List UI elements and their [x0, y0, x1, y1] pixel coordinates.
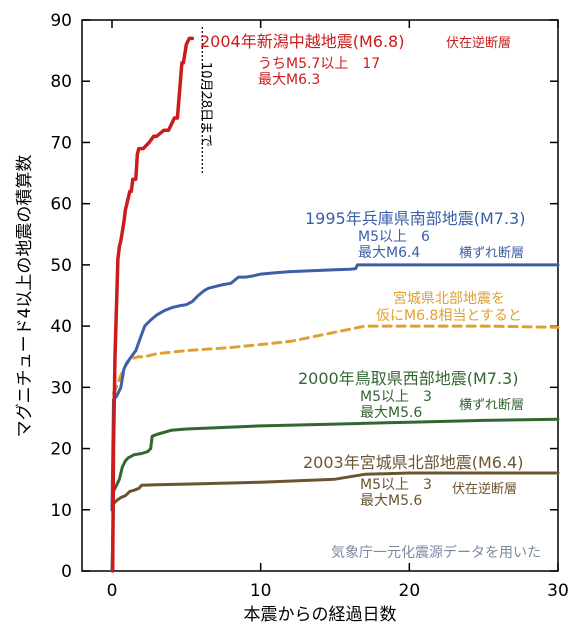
- series-line-1: [110, 263, 560, 512]
- y-tick-label: 80: [50, 72, 72, 92]
- x-axis-title: 本震からの経過日数: [244, 605, 397, 625]
- miyagi-max: 最大M5.6: [360, 493, 422, 509]
- miyagi-count: M5以上 3: [360, 477, 432, 493]
- niigata-fault-type: 伏在逆断層: [446, 35, 511, 51]
- axis-ticks: 0 10 20 30 40 50 60 70 80 90 0 10 20 30: [50, 11, 568, 601]
- y-tick-label: 40: [50, 317, 72, 337]
- y-tick-label: 90: [50, 11, 72, 31]
- hyogo-fault-type: 横ずれ断層: [459, 246, 524, 261]
- miyagi-fault-type: 伏在逆断層: [452, 481, 517, 497]
- x-tick-label: 0: [107, 581, 118, 601]
- tottori-fault-type: 横ずれ断層: [459, 398, 524, 413]
- y-tick-label: 50: [50, 256, 72, 276]
- y-tick-label: 30: [50, 378, 72, 398]
- hyogo-title: 1995年兵庫県南部地震(M7.3): [305, 209, 525, 228]
- tottori-title: 2000年鳥取県西部地震(M7.3): [298, 369, 518, 388]
- niigata-title: 2004年新潟中越地震(M6.8): [200, 32, 404, 51]
- hypothetical-line2: 仮にM6.8相当とすると: [376, 308, 522, 324]
- source-note: 気象庁一元化震源データを用いた: [331, 544, 541, 561]
- series-layer: [110, 36, 560, 573]
- plot-frame: [81, 19, 559, 572]
- x-tick-label: 10: [250, 581, 272, 601]
- niigata-max: 最大M6.3: [258, 72, 320, 88]
- x-tick-label: 20: [399, 581, 421, 601]
- y-axis-title: マグニチュード4以上の地震の積算数: [15, 155, 35, 438]
- y-tick-label: 70: [50, 133, 72, 153]
- marker-label: 10月28日まで: [198, 62, 213, 147]
- y-tick-label: 10: [50, 501, 72, 521]
- hyogo-count: M5以上 6: [358, 229, 430, 245]
- hyogo-max: 最大M6.4: [358, 245, 420, 261]
- x-tick-label: 30: [547, 581, 569, 601]
- y-tick-label: 60: [50, 195, 72, 215]
- tottori-max: 最大M5.6: [360, 405, 422, 421]
- miyagi-title: 2003年宮城県北部地震(M6.4): [303, 453, 523, 472]
- y-tick-label: 0: [61, 562, 72, 582]
- tottori-count: M5以上 3: [360, 389, 432, 405]
- series-line-3: [110, 417, 560, 512]
- series-line-0: [110, 36, 195, 573]
- series-line-4: [110, 471, 560, 573]
- niigata-count: うちM5.7以上 17: [258, 56, 380, 72]
- y-tick-label: 20: [50, 440, 72, 460]
- hypothetical-line1: 宮城県北部地震を: [393, 291, 505, 307]
